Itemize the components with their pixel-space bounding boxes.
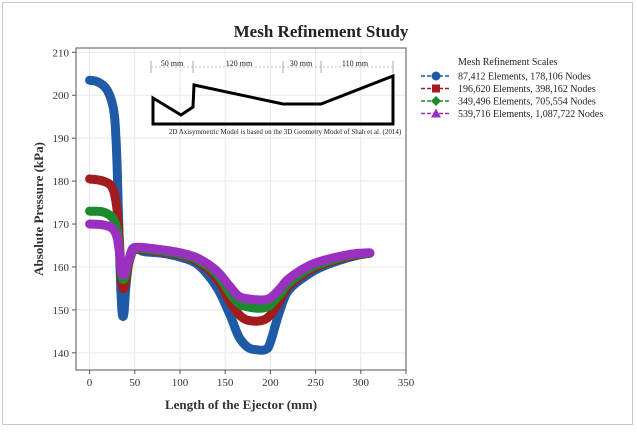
legend-item-2: 196,620 Elements, 398,162 Nodes xyxy=(421,84,596,95)
data-point xyxy=(108,184,116,192)
legend-marker xyxy=(432,84,440,93)
data-point xyxy=(244,303,252,311)
data-point xyxy=(194,254,202,262)
data-point xyxy=(120,309,128,317)
data-point xyxy=(244,316,252,324)
y-tick-label: 170 xyxy=(53,219,70,231)
data-point xyxy=(113,151,121,159)
y-tick-label: 210 xyxy=(53,47,70,59)
chart-frame: Mesh Refinement Study 0 50 100 150 200 250 300… xyxy=(2,2,633,425)
data-point xyxy=(158,246,166,254)
axes-layer: 0 50 100 150 200 250 300 350 140 150 160 170 180 190 2… xyxy=(53,47,415,389)
legend-title: Mesh Refinement Scales xyxy=(458,57,558,68)
data-point xyxy=(266,338,274,346)
ejector-geometry-inset: 50 mm 120 mm 30 mm 110 mm 2D Axisymmetri… xyxy=(150,59,402,136)
data-point xyxy=(140,244,148,252)
legend-label: 539,716 Elements, 1,087,722 Nodes xyxy=(458,109,603,120)
data-point xyxy=(131,244,139,252)
ejector-profile-outline xyxy=(151,73,395,126)
series-4 xyxy=(85,219,375,305)
x-tick-label: 300 xyxy=(353,377,370,389)
y-tick-label: 140 xyxy=(53,348,70,360)
legend-item-4: 539,716 Elements, 1,087,722 Nodes xyxy=(421,108,603,120)
data-point xyxy=(110,108,118,116)
data-point xyxy=(99,177,107,185)
data-point xyxy=(284,275,292,283)
data-point xyxy=(253,346,261,354)
y-tick-label: 200 xyxy=(53,90,70,102)
legend-label: 349,496 Elements, 705,554 Nodes xyxy=(458,97,596,108)
data-point xyxy=(348,250,356,258)
data-point xyxy=(108,214,116,222)
legend-marker xyxy=(431,96,441,106)
y-tick-label: 180 xyxy=(53,176,70,188)
data-point xyxy=(86,220,94,228)
data-point xyxy=(266,294,274,302)
data-point xyxy=(95,78,103,86)
legend-marker xyxy=(431,71,441,81)
x-tick-label: 50 xyxy=(129,377,141,389)
x-axis-label: Length of the Ejector (mm) xyxy=(165,397,317,412)
data-point xyxy=(86,76,94,84)
data-point xyxy=(244,343,252,351)
data-point xyxy=(235,292,243,300)
x-tick-label: 200 xyxy=(262,377,279,389)
x-tick-label: 250 xyxy=(307,377,324,389)
data-point xyxy=(176,249,184,257)
data-point xyxy=(244,295,252,303)
data-point xyxy=(86,175,94,183)
dimension-label-4: 110 mm xyxy=(342,59,369,68)
x-tick-label: 0 xyxy=(87,377,93,389)
legend-marker xyxy=(431,108,441,118)
inset-caption: 2D Axisymmetric Model is based on the 3D… xyxy=(169,128,402,136)
y-tick-label: 190 xyxy=(53,133,70,145)
data-point xyxy=(235,333,243,341)
series-layer xyxy=(85,75,375,355)
data-point xyxy=(115,248,123,256)
data-point xyxy=(366,249,374,257)
data-point xyxy=(257,317,265,325)
y-tick-label: 160 xyxy=(53,262,70,274)
dimension-label-1: 50 mm xyxy=(161,59,184,68)
data-point xyxy=(108,224,116,232)
data-point xyxy=(226,310,234,318)
data-point xyxy=(257,304,265,312)
legend: Mesh Refinement Scales 87,412 Elements, … xyxy=(421,57,603,120)
data-point xyxy=(321,256,329,264)
data-point xyxy=(226,282,234,290)
data-point xyxy=(124,260,132,268)
y-tick-label: 150 xyxy=(53,305,70,317)
legend-item-1: 87,412 Elements, 178,106 Nodes xyxy=(421,71,591,83)
dimension-label-3: 30 mm xyxy=(290,59,313,68)
pressure-line-chart: Mesh Refinement Study 0 50 100 150 200 250 300… xyxy=(31,22,603,412)
y-axis-label: Absolute Pressure (kPa) xyxy=(31,142,46,276)
data-point xyxy=(113,232,121,240)
data-point xyxy=(303,263,311,271)
data-point xyxy=(121,269,129,277)
dimension-label-2: 120 mm xyxy=(226,59,253,68)
legend-label: 87,412 Elements, 178,106 Nodes xyxy=(458,72,591,83)
chart-title: Mesh Refinement Study xyxy=(234,22,409,41)
data-point xyxy=(86,207,94,215)
data-point xyxy=(99,208,107,216)
data-point xyxy=(99,221,107,229)
series-1 xyxy=(85,75,375,355)
data-point xyxy=(113,203,121,211)
x-tick-label: 350 xyxy=(398,377,415,389)
x-tick-label: 150 xyxy=(217,377,234,389)
data-point xyxy=(104,87,112,95)
data-point xyxy=(257,296,265,304)
plot-area xyxy=(75,47,407,371)
legend-label: 196,620 Elements, 398,162 Nodes xyxy=(458,84,596,95)
data-point xyxy=(235,310,243,318)
legend-item-3: 349,496 Elements, 705,554 Nodes xyxy=(421,96,596,108)
data-point xyxy=(266,311,274,319)
data-point xyxy=(262,345,270,353)
data-point xyxy=(212,266,220,274)
x-tick-label: 100 xyxy=(172,377,189,389)
data-point xyxy=(275,285,283,293)
data-point xyxy=(127,249,135,257)
